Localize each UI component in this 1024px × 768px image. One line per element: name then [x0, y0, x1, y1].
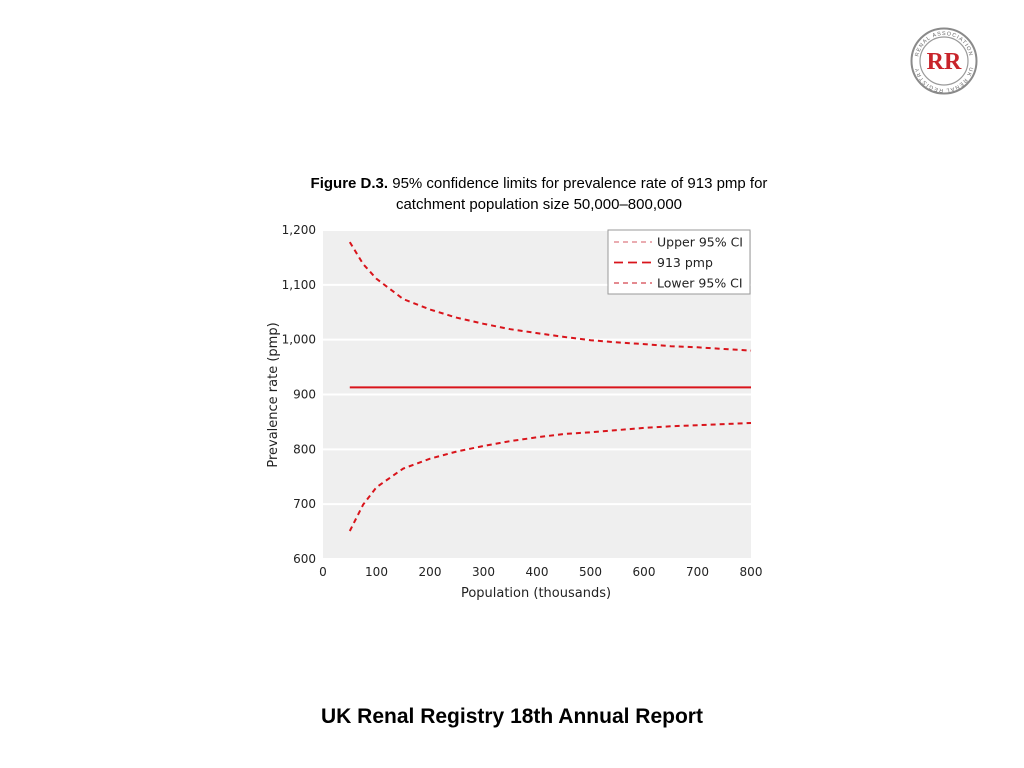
- series-upper-95-ci-line: [348, 241, 752, 352]
- renal-registry-logo: RENAL ASSOCIATION UK RENAL REGISTRY RR: [910, 27, 978, 95]
- series-upper-95-ci-point: [349, 241, 351, 243]
- series-lower-95-ci-point: [402, 468, 404, 470]
- series-lower-95-ci-point: [349, 530, 351, 532]
- series-913-pmp-point: [697, 387, 699, 389]
- series-lower-95-ci-point: [429, 458, 431, 460]
- series-lower-95-ci-point: [362, 504, 364, 506]
- figure-label: Figure D.3.: [310, 175, 389, 192]
- y-tick-label: 1,100: [282, 278, 316, 292]
- x-tick-label: 800: [740, 565, 763, 579]
- legend: Upper 95% CI 913 pmp Lower 95% CI: [607, 229, 751, 295]
- x-tick-label: 600: [633, 565, 656, 579]
- x-tick-labels: 0 100 200 300 400 500 600 700 800: [319, 565, 762, 579]
- series-913-pmp-point: [362, 387, 364, 389]
- series-913-pmp-point: [349, 387, 351, 389]
- legend-label: Upper 95% CI: [657, 235, 743, 250]
- series-913-pmp-point: [643, 387, 645, 389]
- series-upper-95-ci-point: [563, 336, 565, 338]
- y-tick-label: 600: [293, 552, 316, 566]
- series-913-pmp-point: [750, 387, 752, 389]
- series-913-pmp-point: [536, 387, 538, 389]
- series-lower-95-ci-point: [616, 429, 618, 431]
- report-title: UK Renal Registry 18th Annual Report: [321, 705, 703, 728]
- series-913-pmp-point: [670, 387, 672, 389]
- series-lower-95-ci-point: [536, 436, 538, 438]
- y-axis-label: Prevalence rate (pmp): [266, 322, 281, 467]
- series-lower-95-ci-point: [670, 426, 672, 428]
- series-upper-95-ci-point: [376, 278, 378, 280]
- logo-monogram: RR: [927, 49, 962, 75]
- series-lower-95-ci-point: [697, 424, 699, 426]
- x-tick-label: 0: [319, 565, 327, 579]
- y-tick-label: 700: [293, 497, 316, 511]
- y-tick-label: 800: [293, 442, 316, 456]
- series-913-pmp-point: [429, 387, 431, 389]
- series-upper-95-ci-point: [670, 345, 672, 347]
- y-tick-label: 900: [293, 388, 316, 402]
- series-lower-95-ci-point: [456, 451, 458, 453]
- series-913-pmp-point: [590, 387, 592, 389]
- x-tick-label: 500: [579, 565, 602, 579]
- series-upper-95-ci-point: [509, 328, 511, 330]
- series-upper-95-ci-point: [456, 317, 458, 319]
- series-913-pmp-point: [483, 387, 485, 389]
- series-upper-95-ci-point: [643, 343, 645, 345]
- series-upper-95-ci-point: [723, 348, 725, 350]
- series-upper-95-ci-point: [616, 342, 618, 344]
- series-913-pmp-point: [509, 387, 511, 389]
- series-lower-95-ci-point: [590, 432, 592, 434]
- legend-label: 913 pmp: [657, 255, 713, 270]
- x-tick-label: 300: [472, 565, 495, 579]
- series-lower-95-ci-point: [563, 433, 565, 435]
- x-tick-label: 400: [526, 565, 549, 579]
- x-tick-label: 700: [686, 565, 709, 579]
- legend-label: Lower 95% CI: [657, 276, 743, 291]
- series-upper-95-ci-point: [590, 339, 592, 341]
- y-tick-labels: 600 700 800 900 1,000 1,100 1,200: [282, 223, 316, 566]
- x-axis-label: Population (thousands): [461, 586, 611, 601]
- series-upper-95-ci-point: [697, 347, 699, 349]
- series-lower-95-ci-point: [483, 445, 485, 447]
- series-913-pmp-point: [723, 387, 725, 389]
- series-913-pmp-point: [563, 387, 565, 389]
- series-upper-95-ci-point: [362, 263, 364, 265]
- series-lower-95-ci-point: [376, 486, 378, 488]
- y-tick-label: 1,000: [282, 333, 316, 347]
- series-lower-95-ci-point: [643, 427, 645, 429]
- series-lower-95-ci-line: [348, 422, 752, 532]
- series-913-pmp-point: [616, 387, 618, 389]
- x-tick-label: 200: [419, 565, 442, 579]
- series-upper-95-ci-point: [429, 309, 431, 311]
- x-tick-label: 100: [365, 565, 388, 579]
- series-upper-95-ci-point: [536, 332, 538, 334]
- y-tick-label: 1,200: [282, 223, 316, 237]
- figure-caption: Figure D.3. 95% confidence limits for pr…: [300, 173, 778, 215]
- series-upper-95-ci-point: [483, 323, 485, 325]
- series-913-pmp-point: [402, 387, 404, 389]
- series-913-pmp-point: [376, 387, 378, 389]
- series-913-pmp-point: [456, 387, 458, 389]
- series-upper-95-ci-point: [750, 350, 752, 352]
- series-lower-95-ci-point: [750, 422, 752, 424]
- series-group: [348, 241, 752, 532]
- figure-caption-text: 95% confidence limits for prevalence rat…: [392, 175, 768, 213]
- series-lower-95-ci-point: [509, 440, 511, 442]
- series-upper-95-ci-point: [402, 298, 404, 300]
- series-lower-95-ci-point: [723, 423, 725, 425]
